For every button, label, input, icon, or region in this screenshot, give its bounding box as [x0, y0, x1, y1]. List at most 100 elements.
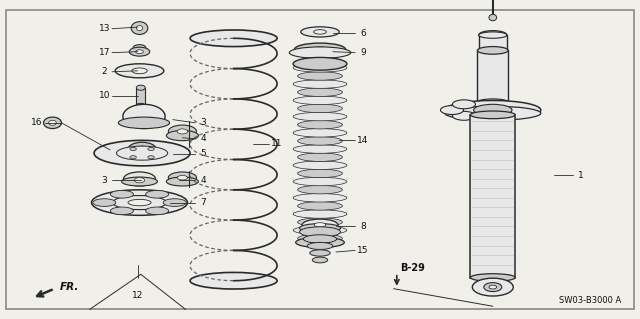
- Ellipse shape: [92, 190, 188, 215]
- Ellipse shape: [300, 224, 340, 233]
- Ellipse shape: [129, 47, 150, 56]
- Ellipse shape: [113, 196, 166, 210]
- Ellipse shape: [298, 121, 342, 129]
- Ellipse shape: [293, 57, 347, 70]
- Text: 3: 3: [200, 118, 205, 127]
- Ellipse shape: [136, 103, 145, 107]
- Ellipse shape: [93, 199, 116, 206]
- Text: 10: 10: [99, 91, 110, 100]
- Ellipse shape: [116, 146, 168, 160]
- Ellipse shape: [440, 106, 463, 115]
- Text: 13: 13: [99, 24, 110, 33]
- Text: 4: 4: [200, 134, 205, 143]
- Ellipse shape: [115, 64, 164, 78]
- Ellipse shape: [132, 68, 147, 74]
- Ellipse shape: [177, 129, 188, 134]
- Ellipse shape: [166, 130, 198, 141]
- Ellipse shape: [128, 199, 151, 206]
- Ellipse shape: [123, 104, 165, 129]
- Ellipse shape: [294, 43, 346, 56]
- Ellipse shape: [298, 218, 342, 226]
- Ellipse shape: [307, 242, 333, 249]
- Ellipse shape: [134, 178, 145, 183]
- Bar: [477, 50, 508, 102]
- Ellipse shape: [470, 274, 515, 281]
- Ellipse shape: [133, 45, 146, 51]
- Text: 4: 4: [200, 176, 205, 185]
- Ellipse shape: [293, 145, 347, 153]
- Ellipse shape: [445, 106, 541, 120]
- Text: B-29: B-29: [400, 263, 425, 273]
- Ellipse shape: [452, 100, 476, 109]
- Ellipse shape: [136, 26, 143, 31]
- Ellipse shape: [452, 111, 476, 120]
- Ellipse shape: [94, 140, 190, 166]
- Ellipse shape: [111, 190, 134, 198]
- Ellipse shape: [49, 120, 56, 125]
- Ellipse shape: [293, 129, 347, 137]
- Text: 11: 11: [271, 139, 282, 148]
- Ellipse shape: [293, 161, 347, 169]
- Ellipse shape: [130, 147, 136, 151]
- Ellipse shape: [298, 234, 342, 243]
- Ellipse shape: [489, 14, 497, 21]
- Ellipse shape: [136, 50, 143, 54]
- Ellipse shape: [479, 31, 507, 40]
- Ellipse shape: [298, 137, 342, 145]
- Ellipse shape: [293, 63, 347, 72]
- Ellipse shape: [110, 207, 134, 215]
- Ellipse shape: [44, 117, 61, 129]
- Ellipse shape: [148, 156, 154, 159]
- Ellipse shape: [293, 226, 347, 234]
- Text: 2: 2: [102, 67, 107, 76]
- Bar: [479, 35, 507, 50]
- Text: 1: 1: [578, 171, 583, 180]
- Ellipse shape: [302, 219, 338, 231]
- Ellipse shape: [301, 27, 339, 37]
- Ellipse shape: [190, 30, 277, 47]
- Ellipse shape: [314, 30, 326, 34]
- Ellipse shape: [477, 99, 508, 105]
- Ellipse shape: [479, 32, 507, 38]
- Ellipse shape: [298, 169, 342, 178]
- Ellipse shape: [177, 175, 188, 180]
- Ellipse shape: [293, 210, 347, 218]
- Ellipse shape: [168, 125, 196, 138]
- Ellipse shape: [124, 172, 156, 186]
- Text: 16: 16: [31, 118, 43, 127]
- Ellipse shape: [168, 172, 196, 183]
- Ellipse shape: [166, 177, 198, 186]
- Ellipse shape: [312, 47, 328, 52]
- Text: 15: 15: [357, 246, 369, 255]
- Ellipse shape: [489, 285, 497, 289]
- Ellipse shape: [128, 142, 156, 156]
- Text: 14: 14: [357, 136, 369, 145]
- Ellipse shape: [293, 80, 347, 88]
- Ellipse shape: [190, 272, 277, 289]
- Ellipse shape: [303, 235, 337, 243]
- Ellipse shape: [484, 283, 502, 292]
- Ellipse shape: [477, 47, 508, 54]
- Ellipse shape: [300, 227, 340, 237]
- Ellipse shape: [293, 177, 347, 186]
- Ellipse shape: [146, 207, 169, 215]
- Ellipse shape: [148, 147, 154, 151]
- Ellipse shape: [474, 104, 512, 116]
- Ellipse shape: [312, 257, 328, 263]
- Ellipse shape: [293, 194, 347, 202]
- Ellipse shape: [163, 199, 186, 206]
- Bar: [136, 88, 145, 105]
- Ellipse shape: [289, 47, 351, 58]
- Ellipse shape: [314, 223, 326, 227]
- Ellipse shape: [298, 153, 342, 161]
- Ellipse shape: [131, 22, 148, 34]
- Text: 6: 6: [360, 29, 365, 38]
- Ellipse shape: [472, 278, 513, 296]
- Ellipse shape: [118, 117, 170, 129]
- Text: 9: 9: [360, 48, 365, 57]
- Ellipse shape: [298, 72, 342, 80]
- Ellipse shape: [470, 111, 515, 119]
- Ellipse shape: [310, 250, 330, 256]
- Ellipse shape: [445, 100, 541, 120]
- Text: 5: 5: [200, 149, 205, 158]
